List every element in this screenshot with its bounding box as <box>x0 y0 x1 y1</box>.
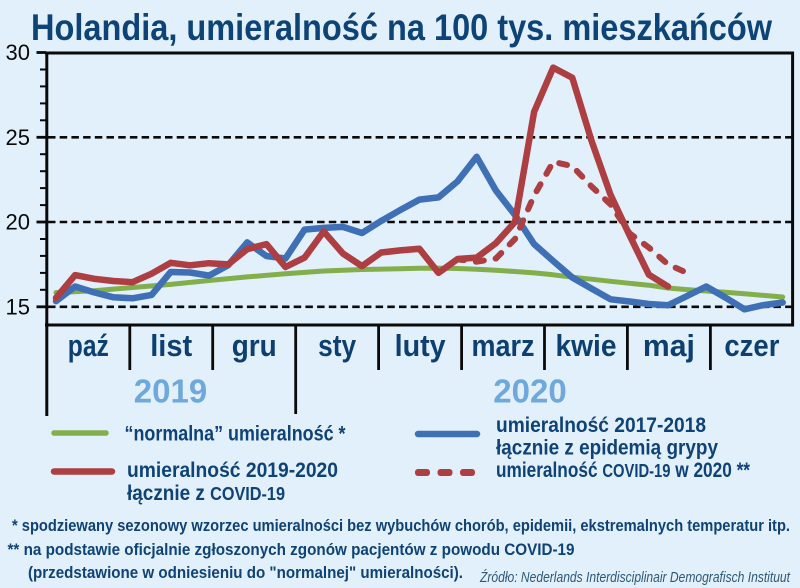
svg-text:list: list <box>150 328 192 363</box>
svg-text:marz: marz <box>472 328 535 363</box>
svg-text:20: 20 <box>6 210 30 235</box>
svg-text:** na podstawie oficjalnie zgł: ** na podstawie oficjalnie zgłoszonych z… <box>8 540 575 559</box>
svg-text:łącznie z COVID-19: łącznie z COVID-19 <box>127 482 285 505</box>
svg-text:umieralność 2019-2020: umieralność 2019-2020 <box>127 459 338 482</box>
svg-text:30: 30 <box>6 40 30 65</box>
svg-text:kwie: kwie <box>556 328 617 363</box>
svg-text:sty: sty <box>318 328 357 363</box>
svg-text:25: 25 <box>6 125 30 150</box>
svg-text:* spodziewany sezonowy wzorzec: * spodziewany sezonowy wzorzec umieralno… <box>12 516 790 535</box>
svg-text:czer: czer <box>724 328 779 363</box>
svg-text:gru: gru <box>232 328 277 363</box>
svg-text:Źródło: Nederlands Interdiscip: Źródło: Nederlands Interdisciplinair Dem… <box>479 569 790 586</box>
svg-text:umieralność COVID-19 w 2020 **: umieralność COVID-19 w 2020 ** <box>496 459 751 482</box>
svg-text:luty: luty <box>395 328 447 363</box>
svg-text:15: 15 <box>6 294 30 319</box>
svg-text:(przedstawione w odniesieniu d: (przedstawione w odniesieniu do "normaln… <box>28 563 463 582</box>
svg-text:maj: maj <box>643 328 695 363</box>
svg-text:umieralność 2017-2018: umieralność 2017-2018 <box>496 414 706 437</box>
svg-text:“normalna” umieralność *: “normalna” umieralność * <box>125 423 347 446</box>
svg-text:2020: 2020 <box>493 373 566 410</box>
svg-text:łącznie z epidemią grypy: łącznie z epidemią grypy <box>496 437 718 460</box>
svg-text:Holandia, umieralność na 100 t: Holandia, umieralność na 100 tys. mieszk… <box>31 7 772 48</box>
svg-text:2019: 2019 <box>134 373 207 410</box>
svg-text:paź: paź <box>68 328 109 363</box>
